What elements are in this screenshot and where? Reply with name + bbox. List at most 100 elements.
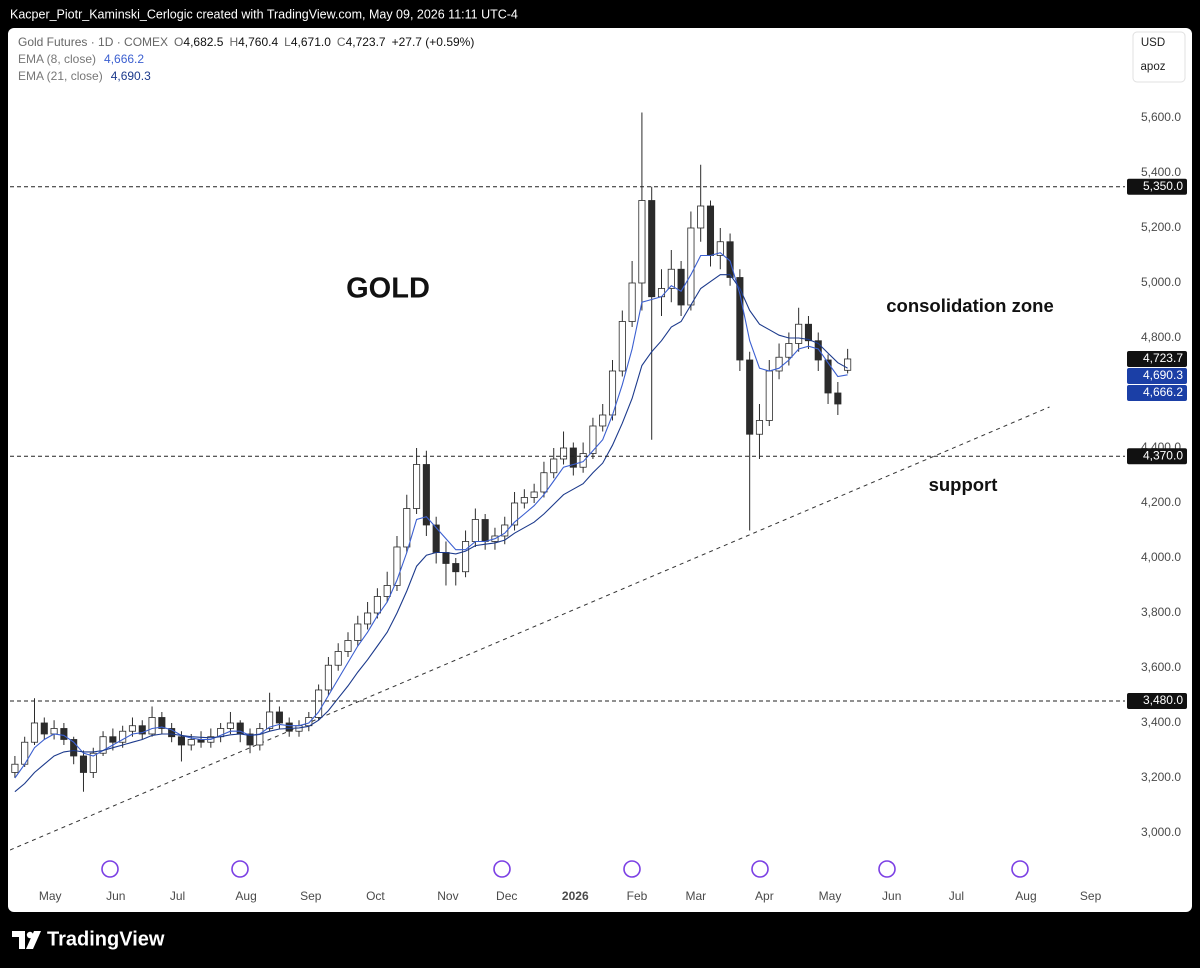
y-tick-label: 5,600.0 xyxy=(1141,110,1181,124)
y-tick-label: 3,800.0 xyxy=(1141,605,1181,619)
candle-body xyxy=(765,370,773,421)
price-tag: 4,666.2 xyxy=(1143,385,1183,399)
event-icon[interactable] xyxy=(101,860,119,878)
candle-body xyxy=(589,425,597,454)
candle-body xyxy=(697,205,705,229)
candle-body xyxy=(334,651,342,666)
candle-body xyxy=(795,323,803,344)
annotation: support xyxy=(929,474,998,495)
y-tick-label: 4,200.0 xyxy=(1141,495,1181,509)
candle-body xyxy=(462,541,470,573)
candle-body xyxy=(177,736,185,746)
candle-body xyxy=(11,763,19,773)
candle-body xyxy=(824,359,832,394)
price-tag-box xyxy=(1127,350,1187,367)
x-tick-label: Oct xyxy=(366,889,385,903)
candle-body xyxy=(511,502,519,526)
event-icon[interactable] xyxy=(493,860,511,878)
x-tick-label: Feb xyxy=(627,889,648,903)
level-label-box xyxy=(1127,692,1187,709)
unit[interactable]: apoz xyxy=(1141,61,1166,73)
candle-body xyxy=(246,733,254,746)
event-icon[interactable] xyxy=(623,860,641,878)
chart-panel xyxy=(8,28,1192,912)
event-icon[interactable] xyxy=(231,860,249,878)
ohlc-value: 4,682.5 xyxy=(183,35,223,49)
event-icons xyxy=(101,860,1029,878)
candle-body xyxy=(726,241,734,278)
event-icon[interactable] xyxy=(1011,860,1029,878)
candle-body xyxy=(844,358,852,371)
candle-body xyxy=(373,596,381,614)
candle-body xyxy=(403,508,411,548)
price-tag: 4,690.3 xyxy=(1143,368,1183,382)
x-tick-label: May xyxy=(819,889,842,903)
candle-body xyxy=(422,464,430,526)
candle-body xyxy=(168,728,176,738)
ohlc-key: C xyxy=(337,35,346,49)
candle-body xyxy=(275,711,283,724)
level-label: 5,350.0 xyxy=(1143,179,1183,193)
y-tick-label: 5,400.0 xyxy=(1141,165,1181,179)
candle-body xyxy=(60,728,68,740)
overlay: Gold Futures · 1D · COMEX O4,682.5 H4,760.… xyxy=(10,35,1187,903)
y-tick-label: 3,400.0 xyxy=(1141,715,1181,729)
brand-logo xyxy=(12,931,41,949)
candle-body xyxy=(599,414,607,427)
level-label-box xyxy=(1127,178,1187,195)
candle-body xyxy=(785,343,793,358)
candle-body xyxy=(30,722,39,743)
candle-body xyxy=(266,711,274,729)
candle-body xyxy=(540,472,548,493)
candle-body xyxy=(226,722,234,729)
candle-body xyxy=(70,739,78,757)
x-tick-label: Nov xyxy=(437,889,458,903)
candle-body xyxy=(442,552,450,564)
legend-value: 4,690.3 xyxy=(111,69,151,83)
x-tick-label: Jul xyxy=(949,889,964,903)
x-tick-label: Jul xyxy=(170,889,185,903)
x-tick-label: Jun xyxy=(106,889,125,903)
logo-mark xyxy=(12,931,25,949)
candle-body xyxy=(804,323,812,342)
ohlc-value: 4,760.4 xyxy=(238,35,278,49)
x-tick-label: Aug xyxy=(1015,889,1036,903)
candle-body xyxy=(452,563,460,573)
candle-body xyxy=(746,359,754,435)
event-icon[interactable] xyxy=(878,860,896,878)
candle-body xyxy=(119,730,127,743)
currency-box[interactable] xyxy=(1132,31,1186,83)
legend-entry: EMA (21, close) 4,690.3 xyxy=(18,69,151,83)
candle-body xyxy=(344,640,352,652)
candle-body xyxy=(520,497,528,504)
candle-body xyxy=(530,491,538,498)
candle-body xyxy=(109,736,117,743)
plot-area xyxy=(10,112,1050,851)
currency[interactable]: USD xyxy=(1141,37,1165,49)
candle-body xyxy=(99,736,107,754)
candle-body xyxy=(550,458,558,474)
candle-body xyxy=(471,519,479,542)
y-tick-label: 5,200.0 xyxy=(1141,220,1181,234)
candle-body xyxy=(148,717,156,735)
x-tick-label: May xyxy=(39,889,62,903)
candle-body xyxy=(579,453,587,468)
symbol: Gold Futures · 1D · COMEX xyxy=(18,35,168,49)
candle-body xyxy=(638,200,646,284)
y-tick-label: 3,000.0 xyxy=(1141,825,1181,839)
candle-body xyxy=(128,725,136,732)
brand: TradingView xyxy=(47,928,165,950)
candle-body xyxy=(667,268,675,289)
event-icon[interactable] xyxy=(751,860,769,878)
change: +27.7 (+0.59%) xyxy=(392,35,475,49)
ohlc-key: H xyxy=(229,35,238,49)
candle-body xyxy=(834,392,842,405)
x-tick-label: Jun xyxy=(882,889,901,903)
legend-name: EMA (21, close) xyxy=(18,69,103,83)
candle-body xyxy=(814,340,822,361)
candle-body xyxy=(648,200,656,298)
candle-body xyxy=(775,356,783,372)
y-tick-label: 4,000.0 xyxy=(1141,550,1181,564)
candle-body xyxy=(50,728,58,735)
